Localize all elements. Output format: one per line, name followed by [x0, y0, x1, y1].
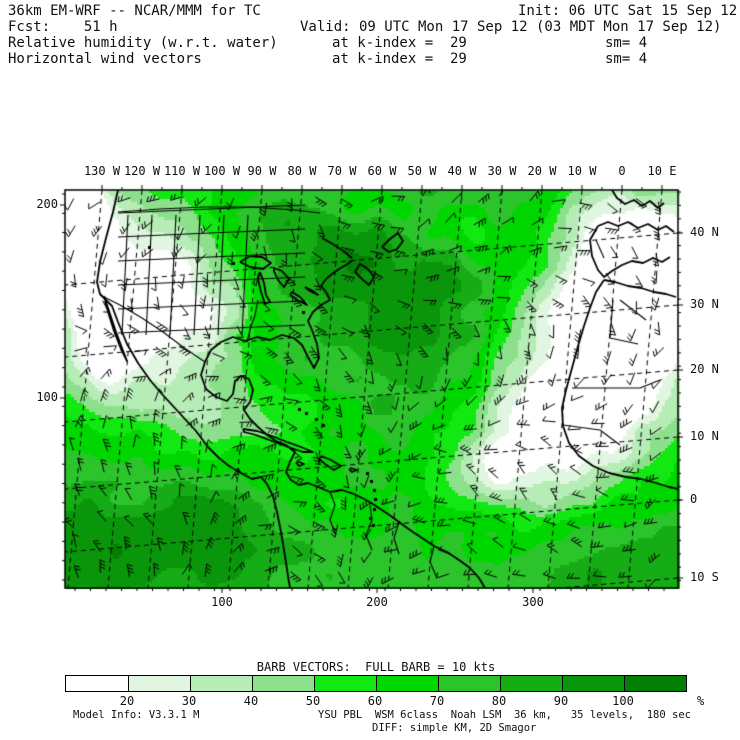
- colorbar-tick-label: 100: [612, 694, 634, 708]
- top-axis-tick-label: 10 W: [567, 164, 597, 178]
- diffusion-option: DIFF: simple KM, 2D Smagor: [372, 722, 537, 734]
- right-axis-tick-label: 10 N: [690, 429, 719, 443]
- forecast-hour: Fcst: 51 h: [8, 19, 118, 35]
- right-axis-tick-label: 0: [690, 492, 698, 506]
- right-axis-tick-label: 10 S: [690, 570, 719, 584]
- colorbar-segment: [314, 676, 376, 691]
- colorbar-tick-label: 90: [553, 694, 569, 708]
- colorbar-segment: [562, 676, 624, 691]
- right-axis-tick-label: 30 N: [690, 297, 719, 311]
- colorbar-segment: [128, 676, 190, 691]
- top-axis-tick-label: 0: [618, 164, 626, 178]
- colorbar-segment: [624, 676, 686, 691]
- top-axis-tick-label: 60 W: [367, 164, 397, 178]
- top-axis-tick-label: 130 W: [83, 164, 121, 178]
- colorbar-tick-label: 40: [243, 694, 259, 708]
- colorbar: [65, 675, 687, 692]
- colorbar-segment: [500, 676, 562, 691]
- top-axis-tick-label: 50 W: [407, 164, 437, 178]
- barb-legend-title: BARB VECTORS: FULL BARB = 10 kts: [256, 660, 496, 674]
- init-time: Init: 06 UTC Sat 15 Sep 12: [518, 3, 738, 19]
- colorbar-unit-label: %: [697, 694, 705, 708]
- colorbar-segment: [66, 676, 128, 691]
- colorbar-segment: [190, 676, 252, 691]
- field1-smoothing: sm= 4: [605, 35, 648, 51]
- field2-label: Horizontal wind vectors: [8, 51, 202, 67]
- colorbar-tick-label: 70: [429, 694, 445, 708]
- top-axis-tick-label: 100 W: [203, 164, 241, 178]
- model-title: 36km EM-WRF -- NCAR/MMM for TC: [8, 3, 261, 19]
- colorbar-segment: [438, 676, 500, 691]
- bottom-axis-tick-label: 300: [522, 595, 544, 609]
- left-axis-tick-label: 100: [36, 390, 58, 404]
- top-axis-tick-label: 70 W: [327, 164, 357, 178]
- colorbar-tick-label: 20: [119, 694, 135, 708]
- valid-time: Valid: 09 UTC Mon 17 Sep 12 (03 MDT Mon …: [300, 19, 722, 35]
- right-axis-tick-label: 20 N: [690, 362, 719, 376]
- colorbar-tick-label: 30: [181, 694, 197, 708]
- field2-level: at k-index = 29: [332, 51, 467, 67]
- left-axis-tick-label: 200: [36, 197, 58, 211]
- colorbar-segment: [376, 676, 438, 691]
- colorbar-tick-label: 50: [305, 694, 321, 708]
- field1-level: at k-index = 29: [332, 35, 467, 51]
- top-axis-tick-label: 30 W: [487, 164, 517, 178]
- top-axis-tick-label: 80 W: [287, 164, 317, 178]
- humidity-wind-map: [57, 182, 693, 596]
- right-axis-tick-label: 40 N: [690, 225, 719, 239]
- top-axis-tick-label: 110 W: [163, 164, 201, 178]
- model-info: Model Info: V3.3.1 M: [73, 709, 200, 721]
- top-axis-tick-label: 90 W: [247, 164, 277, 178]
- colorbar-segment: [252, 676, 314, 691]
- bottom-axis-tick-label: 100: [211, 595, 233, 609]
- top-axis-tick-label: 40 W: [447, 164, 477, 178]
- top-axis-tick-label: 10 E: [647, 164, 677, 178]
- field2-smoothing: sm= 4: [605, 51, 648, 67]
- field1-label: Relative humidity (w.r.t. water): [8, 35, 278, 51]
- top-axis-tick-label: 20 W: [527, 164, 557, 178]
- colorbar-tick-label: 80: [491, 694, 507, 708]
- top-axis-tick-label: 120 W: [123, 164, 161, 178]
- colorbar-tick-label: 60: [367, 694, 383, 708]
- bottom-axis-tick-label: 200: [366, 595, 388, 609]
- physics-options: YSU PBL WSM 6class Noah LSM 36 km, 35 le…: [318, 709, 691, 721]
